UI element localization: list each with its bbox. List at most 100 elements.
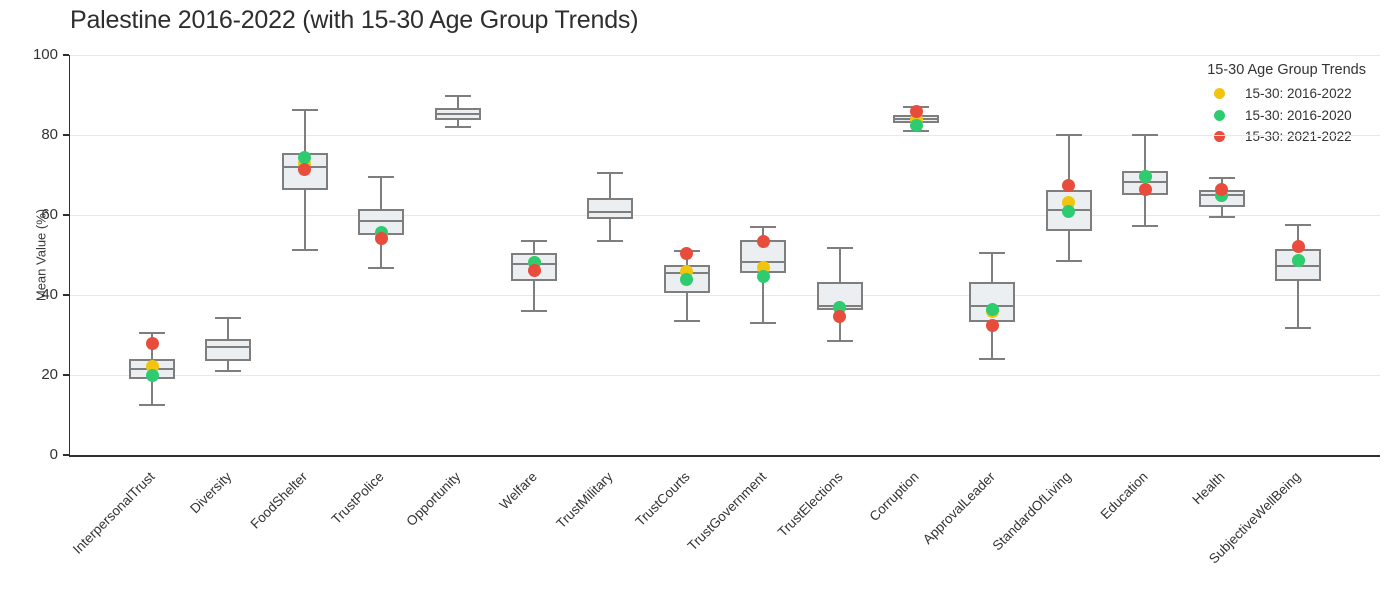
trend-dot-avg_2016_2020 [298,150,312,164]
x-tick-label: Diversity [186,469,234,517]
boxplot-TrustGovernment [70,55,1380,455]
trend-dot-avg_2021_2022 [680,246,694,260]
whisker-cap-low [1132,224,1159,227]
boxplot-TrustCourts [70,55,1380,455]
boxplot-TrustMilitary [70,55,1380,455]
whisker-cap-low [368,267,395,270]
trend-dot-avg_2021_2022 [756,234,770,248]
x-tick-label: ApprovalLeader [919,469,998,548]
x-tick-label: Health [1188,469,1228,508]
x-tick-label: FoodShelter [247,469,311,532]
gridline [70,54,1380,56]
trend-dot-avg_2021_2022 [985,318,999,332]
whisker-cap-high [1055,134,1082,136]
x-tick-label: InterpersonalTrust [69,469,158,557]
legend-dot-avg_2016_2022 [1214,88,1225,100]
trend-dot-avg_2021_2022 [145,336,159,350]
trend-dot-avg_2021_2022 [1215,183,1229,197]
whisker-cap-high [1132,134,1159,137]
chart-title: Palestine 2016-2022 (with 15-30 Age Grou… [70,6,639,34]
legend-label: 15-30: 2016-2022 [1245,86,1352,102]
whisker-cap-high [215,316,242,319]
trend-dot-avg_2021_2022 [298,162,312,176]
whisker-cap-high [1208,176,1235,179]
whisker-cap-low [215,370,242,372]
x-tick-label: TrustPolice [328,469,387,528]
boxplot-InterpersonalTrust [70,55,1380,455]
y-tick-mark [63,54,69,56]
trend-dot-avg_2021_2022 [374,231,388,245]
gridline [70,134,1380,136]
whisker-cap-high [444,94,471,97]
whisker-cap-low [1285,327,1311,330]
trend-dot-avg_2021_2022 [909,104,923,118]
whisker-cap-low [826,340,853,343]
median-line [589,210,632,213]
whisker-cap-high [1285,224,1311,226]
whisker-cap-low [139,404,165,406]
y-axis-line [68,55,70,457]
boxplot-FoodShelter [70,55,1380,455]
x-axis-labels: InterpersonalTrust Diversity FoodShelter Tr… [70,461,1380,586]
boxplot-StandardOfLiving [70,55,1380,455]
y-axis: 0 20 40 60 80 100 [0,46,70,463]
x-tick-label: Education [1097,469,1151,523]
legend: 15-30 Age Group Trends 15-30: 2016-2022 1… [1207,62,1366,148]
whisker-cap-high [291,108,318,111]
whisker-cap-high [826,247,853,250]
x-tick-label: TrustGovernment [684,469,769,554]
trend-dot-avg_2016_2020 [756,269,770,283]
trend-dot-avg_2021_2022 [1291,240,1305,254]
box-iqr [205,339,252,361]
trend-dot-avg_2016_2020 [145,369,159,383]
x-tick-label: TrustElections [774,469,846,540]
gridline [70,374,1380,376]
trend-dot-avg_2016_2020 [680,272,694,286]
trend-dot-avg_2016_2020 [1062,204,1076,218]
y-tick-label: 100 [32,46,58,63]
x-tick-label: StandardOfLiving [990,469,1075,554]
whisker-cap-low [444,126,471,128]
boxplot-Education [70,55,1380,455]
x-tick-label: Welfare [496,469,540,513]
y-tick-mark [63,454,69,456]
y-tick-mark [63,134,69,136]
legend-label: 15-30: 2021-2022 [1245,129,1352,145]
legend-dot-avg_2021_2022 [1214,131,1225,143]
whisker-cap-low [597,239,624,242]
whisker-cap-low [521,310,547,312]
legend-entry: 15-30: 2021-2022 [1207,126,1366,148]
trend-dot-avg_2016_2020 [1138,169,1152,183]
boxplot-Welfare [70,55,1380,455]
legend-entry: 15-30: 2016-2020 [1207,105,1366,127]
legend-title: 15-30 Age Group Trends [1207,62,1366,78]
x-axis-line [68,455,1380,457]
boxplot-Corruption [70,55,1380,455]
median-line [436,112,479,115]
whisker-cap-high [521,240,547,242]
gridline [70,214,1380,216]
trend-dot-avg_2016_2020 [909,118,923,132]
y-tick-label: 20 [41,366,58,383]
y-tick-mark [63,294,69,296]
trend-dot-avg_2016_2020 [985,303,999,317]
y-tick-label: 80 [41,126,58,143]
plot-area: 15-30 Age Group Trends 15-30: 2016-2022 1… [70,54,1380,455]
legend-dot-avg_2016_2020 [1214,109,1225,121]
trend-dot-avg_2021_2022 [833,309,847,323]
y-tick-mark [63,374,69,376]
boxplot-TrustPolice [70,55,1380,455]
whisker-cap-low [979,357,1006,360]
whisker-cap-low [1055,260,1082,262]
whisker-cap-low [291,248,318,251]
trend-dot-avg_2021_2022 [527,263,541,277]
x-tick-label: TrustMilitary [553,469,616,532]
boxplot-ApprovalLeader [70,55,1380,455]
boxplot-Health [70,55,1380,455]
legend-entry: 15-30: 2016-2022 [1207,83,1366,105]
y-tick-label: 40 [41,286,58,303]
whisker-cap-low [750,322,777,325]
whisker-cap-low [673,320,700,322]
gridline [70,294,1380,296]
